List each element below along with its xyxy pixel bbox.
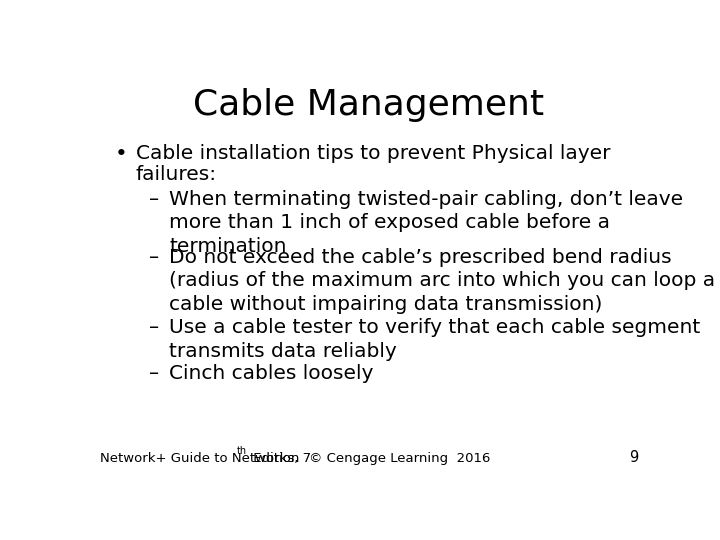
Text: © Cengage Learning  2016: © Cengage Learning 2016	[309, 452, 490, 465]
Text: th: th	[237, 446, 247, 456]
Text: –: –	[148, 319, 158, 338]
Text: Cinch cables loosely: Cinch cables loosely	[169, 364, 374, 383]
Text: When terminating twisted-pair cabling, don’t leave
more than 1 inch of exposed c: When terminating twisted-pair cabling, d…	[169, 190, 683, 255]
Text: –: –	[148, 364, 158, 383]
Text: 9: 9	[629, 450, 638, 465]
Text: Edition: Edition	[249, 452, 300, 465]
Text: •: •	[115, 144, 128, 164]
Text: Use a cable tester to verify that each cable segment
transmits data reliably: Use a cable tester to verify that each c…	[169, 319, 701, 361]
Text: Network+ Guide to Networks, 7: Network+ Guide to Networks, 7	[100, 452, 311, 465]
Text: Do not exceed the cable’s prescribed bend radius
(radius of the maximum arc into: Do not exceed the cable’s prescribed ben…	[169, 248, 716, 314]
Text: Cable installation tips to prevent Physical layer: Cable installation tips to prevent Physi…	[136, 144, 611, 163]
Text: failures:: failures:	[136, 165, 217, 184]
Text: Cable Management: Cable Management	[194, 87, 544, 122]
Text: –: –	[148, 248, 158, 267]
Text: –: –	[148, 190, 158, 208]
